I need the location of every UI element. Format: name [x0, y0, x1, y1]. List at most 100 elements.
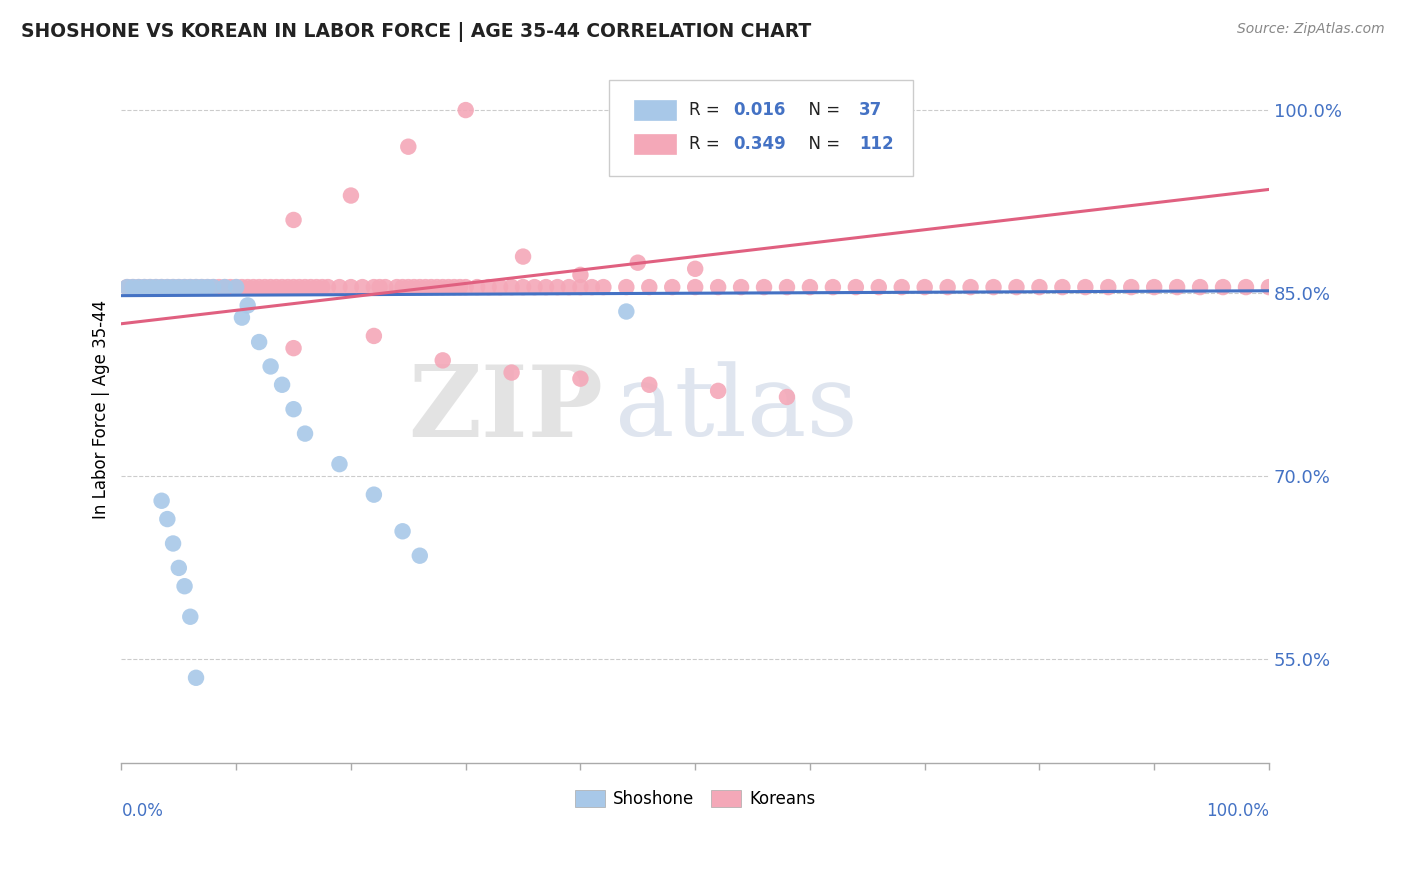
Point [266, 280, 288, 294]
Point [214, 280, 236, 294]
Point [683, 261, 706, 276]
Point [225, 280, 247, 294]
Point [1189, 280, 1212, 294]
Point [271, 377, 294, 392]
Point [512, 280, 534, 294]
Point [179, 280, 201, 294]
Point [752, 280, 775, 294]
Point [415, 280, 437, 294]
Point [409, 280, 432, 294]
Point [283, 213, 305, 227]
Point [259, 359, 281, 374]
Point [122, 280, 145, 294]
Point [277, 280, 299, 294]
Point [363, 280, 385, 294]
Point [1052, 280, 1074, 294]
Point [197, 280, 219, 294]
Point [569, 268, 592, 282]
Point [730, 280, 752, 294]
Point [683, 280, 706, 294]
Point [156, 280, 179, 294]
Point [299, 280, 322, 294]
Point [173, 579, 195, 593]
Point [340, 188, 363, 202]
Point [305, 280, 328, 294]
Point [328, 280, 350, 294]
Point [259, 280, 281, 294]
Point [478, 280, 501, 294]
Point [328, 457, 350, 471]
Point [799, 280, 821, 294]
Bar [634, 134, 676, 153]
Point [208, 280, 231, 294]
Point [1028, 280, 1050, 294]
Point [363, 329, 385, 343]
Text: 37: 37 [859, 101, 883, 119]
Point [454, 103, 477, 117]
Point [638, 280, 661, 294]
Point [426, 280, 449, 294]
Point [128, 280, 150, 294]
Point [432, 353, 454, 368]
Point [139, 280, 162, 294]
Point [420, 280, 443, 294]
Point [122, 280, 145, 294]
Point [316, 280, 339, 294]
Point [150, 280, 173, 294]
Point [156, 280, 179, 294]
Point [184, 280, 207, 294]
Point [558, 280, 581, 294]
Point [162, 280, 184, 294]
Point [501, 366, 523, 380]
Point [288, 280, 311, 294]
Point [409, 549, 432, 563]
Point [396, 280, 419, 294]
Point [432, 280, 454, 294]
Point [512, 250, 534, 264]
Point [236, 280, 259, 294]
Point [231, 310, 253, 325]
Point [150, 280, 173, 294]
Point [247, 280, 270, 294]
Point [283, 341, 305, 355]
Point [707, 280, 730, 294]
Point [638, 377, 661, 392]
Point [294, 426, 316, 441]
Point [139, 280, 162, 294]
Point [661, 280, 683, 294]
Point [1166, 280, 1188, 294]
Text: atlas: atlas [614, 361, 858, 457]
Point [271, 280, 294, 294]
Point [368, 280, 391, 294]
Point [167, 280, 190, 294]
Point [202, 280, 225, 294]
Point [128, 280, 150, 294]
Point [242, 280, 264, 294]
Point [374, 280, 396, 294]
Bar [634, 100, 676, 120]
Point [1121, 280, 1143, 294]
Point [225, 280, 247, 294]
Text: 0.016: 0.016 [733, 101, 786, 119]
Point [868, 280, 890, 294]
Point [534, 280, 557, 294]
Point [1074, 280, 1097, 294]
Point [311, 280, 333, 294]
Text: 0.349: 0.349 [733, 135, 786, 153]
Point [236, 298, 259, 312]
Y-axis label: In Labor Force | Age 35-44: In Labor Force | Age 35-44 [93, 300, 110, 519]
Point [184, 280, 207, 294]
Point [523, 280, 546, 294]
Point [1212, 280, 1234, 294]
Point [1234, 280, 1257, 294]
Point [283, 402, 305, 417]
Point [191, 280, 214, 294]
Point [983, 280, 1005, 294]
Text: ZIP: ZIP [409, 360, 603, 458]
Point [145, 280, 167, 294]
Point [959, 280, 981, 294]
Point [173, 280, 195, 294]
Point [156, 512, 179, 526]
Point [1143, 280, 1166, 294]
Point [340, 280, 363, 294]
